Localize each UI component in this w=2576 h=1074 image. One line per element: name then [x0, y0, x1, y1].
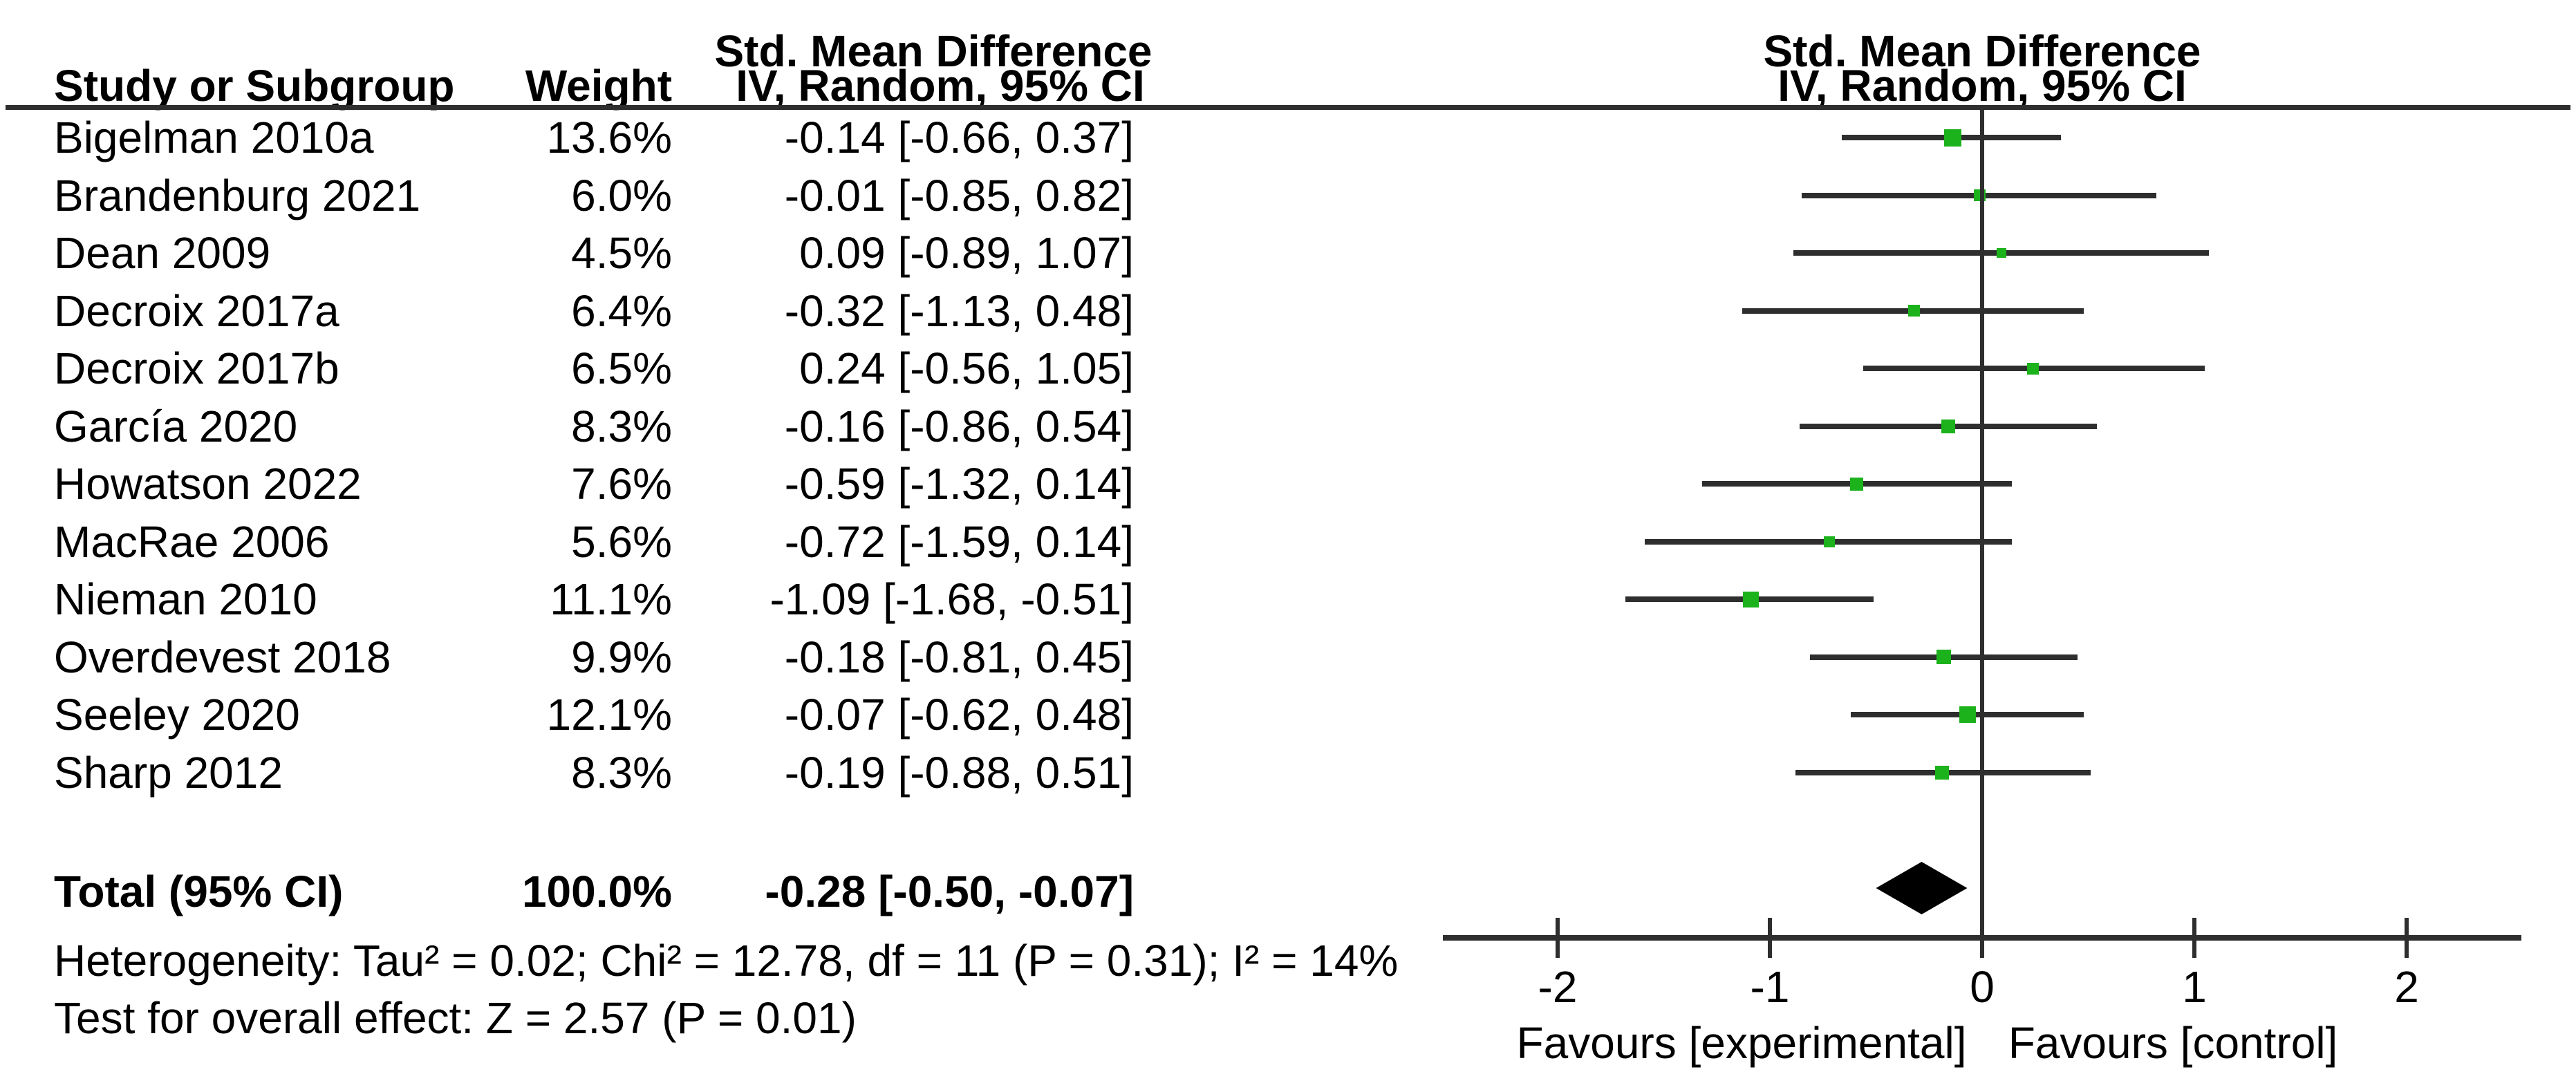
study-row-weight: 11.1% [550, 574, 672, 624]
study-row-name: Dean 2009 [54, 228, 271, 278]
study-row-estimate: 0.24 [-0.56, 1.05] [799, 343, 1134, 393]
study-row-name: Brandenburg 2021 [54, 170, 421, 220]
study-row-name: García 2020 [54, 401, 298, 451]
total-diamond [1876, 862, 1968, 914]
study-row-estimate: -1.09 [-1.68, -0.51] [769, 574, 1134, 624]
left-effect-title: Std. Mean Difference [714, 26, 1152, 76]
plot-title-line2: IV, Random, 95% CI [1777, 61, 2187, 111]
effect-square [1908, 305, 1921, 317]
effect-square [1934, 765, 1949, 780]
column-header-effect: IV, Random, 95% CI [736, 61, 1145, 111]
study-row-estimate: -0.16 [-0.86, 0.54] [784, 401, 1134, 451]
effect-square [1959, 706, 1976, 723]
x-axis-tick [1980, 918, 1984, 958]
study-row-estimate: -0.19 [-0.88, 0.51] [784, 747, 1134, 798]
study-row-weight: 6.5% [571, 343, 672, 393]
study-row-weight: 8.3% [571, 401, 672, 451]
total-weight: 100.0% [521, 867, 672, 916]
column-header-weight: Weight [525, 61, 672, 111]
study-row-name: MacRae 2006 [54, 516, 330, 567]
x-axis-tick-label: 2 [2394, 962, 2419, 1012]
study-row-weight: 7.6% [571, 459, 672, 509]
effect-square [1943, 129, 1961, 147]
study-row-weight: 5.6% [571, 516, 672, 567]
study-row-estimate: -0.14 [-0.66, 0.37] [784, 113, 1134, 162]
effect-square [1996, 248, 2006, 258]
study-row-estimate: -0.01 [-0.85, 0.82] [784, 170, 1134, 220]
effect-square [2027, 362, 2040, 375]
study-row-weight: 13.6% [546, 113, 672, 162]
favours-experimental-label: Favours [experimental] [1516, 1018, 1967, 1068]
x-axis-tick-label: -1 [1750, 962, 1790, 1012]
study-row-name: Sharp 2012 [54, 747, 283, 798]
study-row-estimate: -0.07 [-0.62, 0.48] [784, 690, 1134, 739]
study-row-weight: 12.1% [546, 690, 672, 739]
effect-square [1823, 536, 1835, 547]
study-row-weight: 6.0% [571, 170, 672, 220]
study-row-estimate: -0.32 [-1.13, 0.48] [784, 285, 1134, 336]
study-row-estimate: -0.72 [-1.59, 0.14] [784, 516, 1134, 567]
heterogeneity-text: Heterogeneity: Tau² = 0.02; Chi² = 12.78… [54, 936, 1399, 986]
study-row-estimate: -0.18 [-0.81, 0.45] [784, 632, 1134, 682]
total-estimate: -0.28 [-0.50, -0.07] [765, 867, 1134, 916]
study-row-estimate: 0.09 [-0.89, 1.07] [799, 228, 1134, 278]
effect-square [1742, 591, 1759, 607]
favours-control-label: Favours [control] [2008, 1018, 2338, 1068]
x-axis-tick-label: 0 [1970, 962, 1995, 1012]
study-row-estimate: -0.59 [-1.32, 0.14] [784, 459, 1134, 509]
study-row-weight: 8.3% [571, 747, 672, 798]
plot-title-line1: Std. Mean Difference [1763, 26, 2201, 76]
x-axis-tick [1768, 918, 1772, 958]
x-axis-tick [1556, 918, 1560, 958]
overall-effect-text: Test for overall effect: Z = 2.57 (P = 0… [54, 993, 857, 1043]
study-row-name: Overdevest 2018 [54, 632, 391, 682]
study-row-weight: 9.9% [571, 632, 672, 682]
header-underline [6, 105, 2570, 110]
x-axis-tick-label: 1 [2182, 962, 2207, 1012]
column-header-study: Study or Subgroup [54, 61, 455, 111]
x-axis-tick [2192, 918, 2196, 958]
total-label: Total (95% CI) [54, 867, 344, 916]
study-row-name: Decroix 2017b [54, 343, 339, 393]
x-axis-tick [2405, 918, 2409, 958]
effect-square [1850, 477, 1864, 491]
study-row-name: Seeley 2020 [54, 690, 300, 739]
study-row-weight: 4.5% [571, 228, 672, 278]
zero-line [1980, 105, 1984, 941]
effect-square [1936, 650, 1952, 664]
study-row-name: Nieman 2010 [54, 574, 317, 624]
study-row-name: Bigelman 2010a [54, 113, 374, 162]
study-row-weight: 6.4% [571, 285, 672, 336]
effect-square [1941, 419, 1955, 433]
study-row-name: Howatson 2022 [54, 459, 362, 509]
study-row-name: Decroix 2017a [54, 285, 339, 336]
x-axis-tick-label: -2 [1538, 962, 1578, 1012]
